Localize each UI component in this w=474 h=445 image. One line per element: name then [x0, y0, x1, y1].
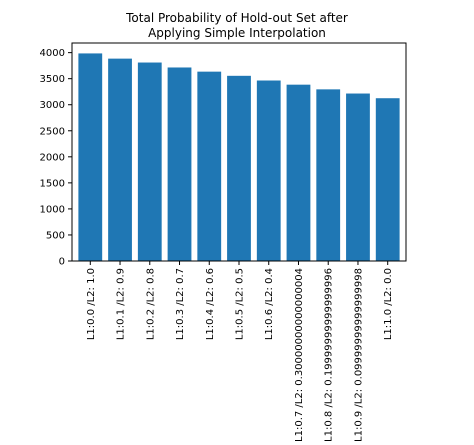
y-tick-label-6: 3000	[40, 100, 65, 111]
y-tick-label-4: 2000	[40, 152, 65, 163]
x-tick-label-6: L1:0.6 /L2: 0.4	[264, 268, 275, 340]
x-tick-label-4: L1:0.4 /L2: 0.6	[205, 268, 216, 340]
bar-4	[197, 71, 222, 262]
y-tick-label-5: 2500	[40, 126, 65, 137]
x-tick-label-0: L1:0.0 /L2: 1.0	[86, 268, 97, 340]
bar-7	[286, 84, 311, 261]
x-axis: L1:0.0 /L2: 1.0 L1:0.1 /L2: 0.9 L1:0.2 /L2…	[86, 261, 394, 442]
bar-2	[137, 62, 162, 261]
bar-9	[346, 93, 370, 261]
bar-0	[78, 53, 103, 261]
y-tick-label-8: 4000	[40, 48, 65, 59]
chart-title-line-2: Applying Simple Interpolation	[148, 26, 326, 40]
chart-title-line-1: Total Probability of Hold-out Set after	[125, 11, 348, 25]
bar-3	[167, 67, 192, 261]
y-tick-label-3: 1500	[40, 178, 65, 189]
x-tick-label-1: L1:0.1 /L2: 0.9	[116, 268, 127, 340]
x-tick-label-9: L1:0.9 /L2: 0.09999999999999998	[353, 268, 364, 442]
bar-8	[316, 89, 341, 261]
bar-1	[108, 58, 132, 261]
y-tick-label-0: 0	[59, 257, 65, 268]
x-tick-label-7: L1:0.7 /L2: 0.30000000000000004	[294, 268, 305, 442]
plot-frame	[71, 42, 407, 262]
bars-group	[78, 53, 400, 262]
x-tick-label-2: L1:0.2 /L2: 0.8	[145, 268, 156, 340]
y-axis: 0 500 1000 1500 2000 2500 3000 3500 4000	[40, 48, 72, 268]
y-tick-label-1: 500	[46, 230, 65, 241]
x-tick-label-10: L1:1.0 /L2: 0.0	[383, 268, 394, 340]
y-tick-label-2: 1000	[40, 204, 65, 215]
bar-5	[227, 75, 251, 261]
bar-10	[375, 98, 400, 261]
bar-6	[256, 80, 281, 261]
y-tick-label-7: 3500	[40, 74, 65, 85]
x-tick-label-3: L1:0.3 /L2: 0.7	[175, 268, 186, 340]
x-tick-label-8: L1:0.8 /L2: 0.19999999999999996	[324, 268, 335, 442]
x-tick-label-5: L1:0.5 /L2: 0.5	[235, 268, 246, 340]
